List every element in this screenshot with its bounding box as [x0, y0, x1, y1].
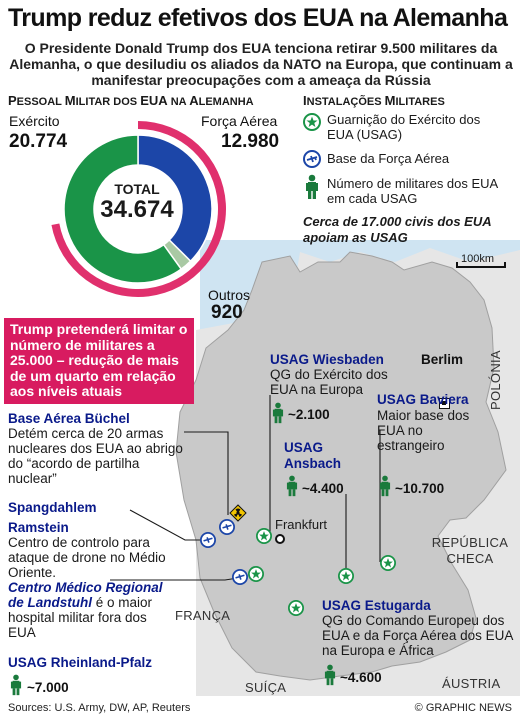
- ansbach-title: USAG Ansbach: [284, 440, 342, 471]
- marker-spangdahlem-plane-icon: [200, 532, 216, 553]
- marker-wiesbaden-star-icon: [256, 528, 272, 549]
- landstuhl-text: é o maior hospital militar fora dos EUA: [8, 595, 153, 640]
- stuttgart-text: QG do Comando Europeu dos EUA e da Força…: [322, 613, 513, 658]
- troop-limit-callout: Trump pretenderá limitar o número de mil…: [4, 318, 194, 404]
- main-title: Trump reduz efetivos dos EUA na Alemanha: [8, 4, 508, 32]
- legend-soldier-icon: [304, 174, 320, 205]
- total-value: 34.674: [100, 196, 174, 223]
- donut-slice-1: [137, 134, 213, 263]
- subtitle: O Presidente Donald Trump dos EUA tencio…: [9, 40, 513, 88]
- bavaria-count: ~10.700: [395, 481, 445, 496]
- wiesbaden-soldier-icon: [271, 402, 285, 429]
- legend-garrison-label: Guarnição do Exército dos EUA (USAG): [327, 112, 481, 142]
- site-ansbach: USAG Ansbach: [284, 440, 374, 472]
- stuttgart-soldier-icon: [323, 664, 337, 691]
- others-label: Outros: [208, 287, 251, 303]
- leader-spangdahlem: [129, 509, 205, 541]
- army-label: Exército: [9, 113, 60, 129]
- marker-bavaria-star-icon: [380, 555, 396, 576]
- marker-rheinland-star-icon: [248, 566, 264, 587]
- ansbach-count: ~4.400: [302, 481, 344, 496]
- city-frankfurt: Frankfurt: [275, 517, 328, 532]
- legend-airbase-label: Base da Força Aérea: [327, 151, 450, 166]
- sources: Sources: U.S. Army, DW, AP, Reuters: [8, 702, 191, 714]
- personnel-heading: PESSOAL MILITAR DOS EUA NA ALEMANHA: [8, 93, 254, 108]
- donut-slice-0: [63, 134, 183, 284]
- credit: © GRAPHIC NEWS: [414, 702, 512, 714]
- rheinland-title: USAG Rheinland-Pfalz: [8, 655, 153, 670]
- buchel-title: Base Aérea Büchel: [8, 411, 130, 426]
- ramstein-title: Ramstein: [8, 520, 69, 535]
- country-austria: ÁUSTRIA: [442, 676, 501, 691]
- site-buchel: Base Aérea Büchel Detém cerca de 20 arma…: [8, 411, 186, 486]
- berlin-marker-icon: [439, 398, 450, 409]
- legend-soldier-label: Número de militares dos EUA em cada USAG: [327, 176, 498, 206]
- marker-ramstein-plane-icon: [232, 569, 248, 590]
- site-wiesbaden: USAG Wiesbaden QG do Exército dos EUA na…: [270, 352, 410, 397]
- personnel-donut-chart: [51, 121, 226, 297]
- map-scale-label: 100km: [461, 253, 495, 265]
- others-value: 920: [211, 302, 243, 323]
- installations-heading: INSTALAÇÕES MILITARES: [303, 93, 445, 108]
- stuttgart-count: ~4.600: [340, 670, 382, 685]
- site-bavaria: USAG Baviera Maior base dos EUA no estra…: [377, 392, 477, 453]
- army-value: 20.774: [9, 131, 68, 152]
- country-czech: REPÚBLICA CHECA: [431, 535, 509, 566]
- country-poland: POLÓNIA: [488, 350, 503, 410]
- marker-buchel-plane-icon: [219, 519, 235, 540]
- city-berlin: Berlim: [421, 352, 464, 367]
- wiesbaden-text: QG do Exército dos EUA na Europa: [270, 367, 388, 397]
- site-stuttgart: USAG Estugarda QG do Comando Europeu dos…: [322, 598, 514, 658]
- legend-airbase-icon: [303, 150, 321, 173]
- site-ramstein: Ramstein Centro de controlo para ataque …: [8, 520, 168, 640]
- stuttgart-title: USAG Estugarda: [322, 598, 431, 613]
- spangdahlem-title: Spangdahlem: [8, 500, 97, 515]
- landstuhl-title: Centro Médico Regional de Landstuhl: [8, 580, 163, 610]
- wiesbaden-count: ~2.100: [288, 407, 330, 422]
- ramstein-text: Centro de controlo para ataque de drone …: [8, 535, 166, 580]
- leader-buchel: [184, 431, 229, 515]
- civilians-note: Cerca de 17.000 civis dos EUA apoiam as …: [303, 214, 492, 245]
- bavaria-text: Maior base dos EUA no estrangeiro: [377, 408, 470, 453]
- marker-stuttgart-star-icon: [288, 600, 304, 621]
- total-label: TOTAL: [114, 181, 160, 197]
- marker-ansbach-star-icon: [338, 568, 354, 589]
- country-switzerland: SUÍÇA: [245, 680, 287, 695]
- bavaria-soldier-icon: [378, 475, 392, 502]
- bavaria-title: USAG Baviera: [377, 392, 469, 407]
- legend-garrison-icon: [303, 113, 321, 136]
- buchel-text: Detém cerca de 20 armas nucleares dos EU…: [8, 426, 183, 486]
- rheinland-soldier-icon: [9, 674, 23, 701]
- frankfurt-marker-icon: [275, 534, 285, 544]
- nuclear-warning-icon: [229, 504, 247, 527]
- airforce-value: 12.980: [221, 131, 280, 152]
- ansbach-soldier-icon: [285, 475, 299, 502]
- wiesbaden-title: USAG Wiesbaden: [270, 352, 384, 367]
- rheinland-count: ~7.000: [27, 680, 69, 695]
- country-france: FRANÇA: [175, 608, 231, 623]
- airforce-label: Força Aérea: [201, 113, 278, 129]
